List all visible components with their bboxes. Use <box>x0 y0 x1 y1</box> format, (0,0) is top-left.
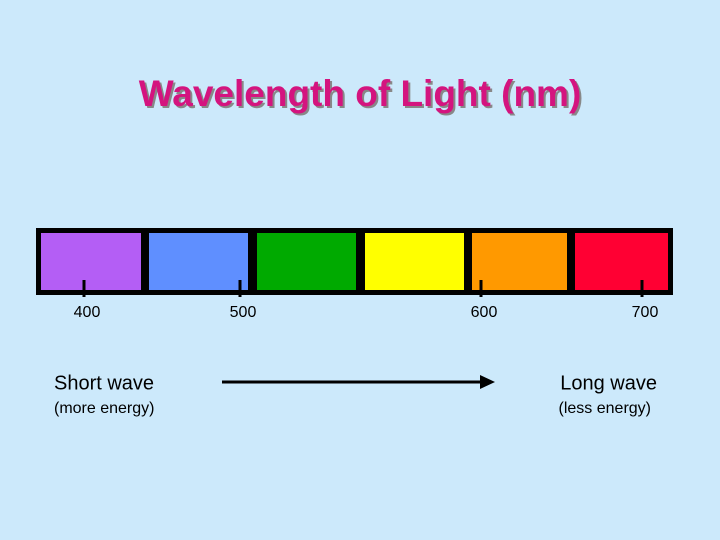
tick-label: 400 <box>74 304 101 321</box>
color-band <box>257 233 356 290</box>
tick-label: 600 <box>471 304 498 321</box>
color-band <box>472 233 567 290</box>
long-wave-label: Long wave <box>560 372 657 394</box>
color-band <box>365 233 464 290</box>
color-band <box>575 233 668 290</box>
arrow-head <box>480 375 495 389</box>
color-band <box>149 233 248 290</box>
tick-label: 700 <box>632 304 659 321</box>
tick-label: 500 <box>230 304 257 321</box>
title-shadow: Wavelength of Light (nm) <box>141 75 584 116</box>
color-band <box>41 233 141 290</box>
short-wave-note: (more energy) <box>54 400 154 417</box>
long-wave-note: (less energy) <box>559 400 651 417</box>
title: Wavelength of Light (nm) <box>139 73 582 114</box>
short-wave-label: Short wave <box>54 372 154 394</box>
